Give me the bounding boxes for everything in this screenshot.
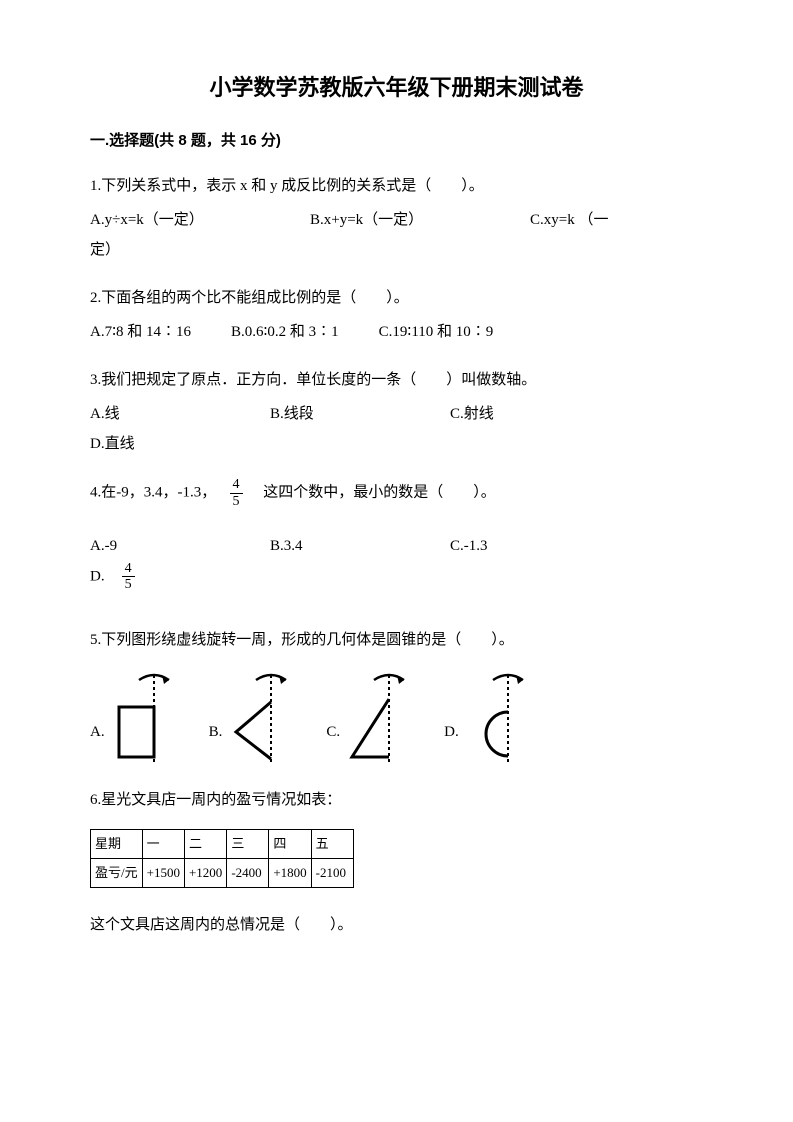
q4-stem-pre: 4.在-9，3.4，-1.3， (90, 485, 224, 501)
th-thu: 四 (269, 829, 311, 858)
th-fri: 五 (311, 829, 353, 858)
q4-fraction: 4 5 (230, 477, 243, 509)
question-3: 3.我们把规定了原点．正方向．单位长度的一条（ ）叫做数轴。 A.线 B.线段 … (90, 365, 703, 459)
q1-opt-b: B.x+y=k（一定） (310, 205, 530, 235)
q3-stem: 3.我们把规定了原点．正方向．单位长度的一条（ ）叫做数轴。 (90, 365, 703, 395)
shape-d-semicircle-icon (463, 667, 533, 767)
q4-opt-d: D. 45 (90, 561, 230, 593)
q5-opt-a-label: A. (90, 717, 105, 747)
q3-opt-a: A.线 (90, 399, 230, 429)
shape-c-right-triangle-icon (344, 667, 414, 767)
q2-opt-b: B.0.6∶0.2 和 3∶1 (231, 317, 339, 347)
q5-opt-c-label: C. (326, 717, 340, 747)
q4-frac-den: 5 (230, 494, 243, 509)
question-5: 5.下列图形绕虚线旋转一周，形成的几何体是圆锥的是（ ）。 A. B. C. (90, 625, 703, 767)
profit-table: 星期 一 二 三 四 五 盈亏/元 +1500 +1200 -2400 +180… (90, 829, 354, 888)
q3-opt-c: C.射线 (450, 399, 590, 429)
question-1: 1.下列关系式中，表示 x 和 y 成反比例的关系式是（ ）。 A.y÷x=k（… (90, 171, 703, 265)
q4-stem-post: 这四个数中，最小的数是（ ）。 (248, 485, 496, 501)
q2-opt-a: A.7∶8 和 14∶16 (90, 317, 191, 347)
q3-opt-d: D.直线 (90, 429, 230, 459)
q1-stem: 1.下列关系式中，表示 x 和 y 成反比例的关系式是（ ）。 (90, 171, 703, 201)
q4-frac-num: 4 (230, 477, 243, 493)
q5-stem: 5.下列图形绕虚线旋转一周，形成的几何体是圆锥的是（ ）。 (90, 625, 703, 655)
th-mon: 一 (142, 829, 184, 858)
table-row: 星期 一 二 三 四 五 (91, 829, 354, 858)
q2-stem: 2.下面各组的两个比不能组成比例的是（ ）。 (90, 283, 703, 313)
q5-opt-b-label: B. (209, 717, 223, 747)
q6-tail: 这个文具店这周内的总情况是（ ）。 (90, 910, 703, 940)
section-header: 一.选择题(共 8 题，共 16 分) (90, 129, 703, 153)
td-mon: +1500 (142, 858, 184, 887)
table-row: 盈亏/元 +1500 +1200 -2400 +1800 -2100 (91, 858, 354, 887)
shape-a-rectangle-icon (109, 667, 179, 767)
q4-opt-a: A.-9 (90, 531, 230, 561)
th-wed: 三 (227, 829, 269, 858)
td-fri: -2100 (311, 858, 353, 887)
question-2: 2.下面各组的两个比不能组成比例的是（ ）。 A.7∶8 和 14∶16 B.0… (90, 283, 703, 347)
td-wed: -2400 (227, 858, 269, 887)
th-tue: 二 (184, 829, 226, 858)
q1-opt-c-prefix: C.xy=k （一 (530, 205, 608, 235)
question-6: 6.星光文具店一周内的盈亏情况如表： 星期 一 二 三 四 五 盈亏/元 +15… (90, 785, 703, 940)
q2-opt-c: C.19∶110 和 10∶9 (379, 317, 494, 347)
q6-stem: 6.星光文具店一周内的盈亏情况如表： (90, 785, 703, 815)
q1-opt-c-suffix: 定） (90, 235, 703, 265)
q3-opt-b: B.线段 (270, 399, 410, 429)
td-thu: +1800 (269, 858, 311, 887)
th-weekday: 星期 (91, 829, 143, 858)
q5-opt-d-label: D. (444, 717, 459, 747)
q4-opt-c: C.-1.3 (450, 531, 590, 561)
shape-b-triangle-icon (226, 667, 296, 767)
td-tue: +1200 (184, 858, 226, 887)
page-title: 小学数学苏教版六年级下册期末测试卷 (90, 70, 703, 105)
q4-opt-b: B.3.4 (270, 531, 410, 561)
question-4: 4.在-9，3.4，-1.3， 4 5 这四个数中，最小的数是（ ）。 A.-9… (90, 477, 703, 593)
td-label: 盈亏/元 (91, 858, 143, 887)
q1-opt-a: A.y÷x=k（一定） (90, 205, 310, 235)
